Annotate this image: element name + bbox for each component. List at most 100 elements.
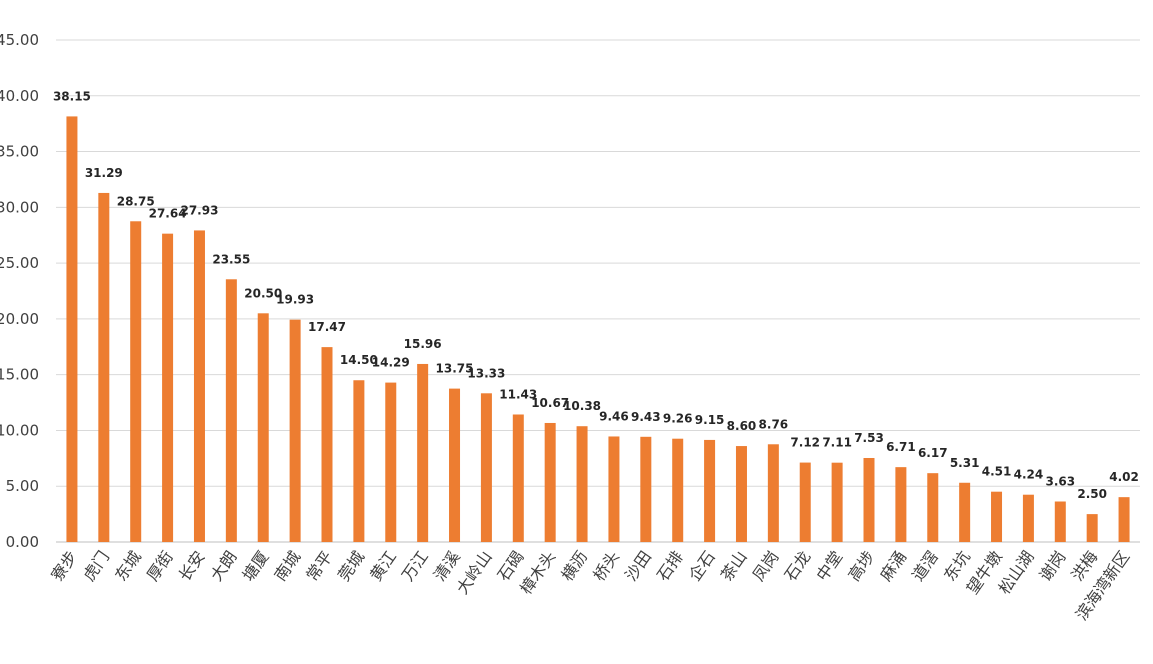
x-tick-label: 虎门 — [79, 547, 113, 584]
x-tick-label: 茶山 — [717, 547, 751, 584]
data-label: 20.50 — [244, 286, 282, 300]
x-tick-label: 大朗 — [207, 547, 241, 584]
bar — [927, 473, 939, 542]
x-tick-label: 中堂 — [812, 547, 846, 584]
data-label: 9.26 — [663, 412, 693, 426]
data-label: 10.67 — [531, 396, 569, 410]
data-label: 14.50 — [340, 353, 378, 367]
data-label: 9.46 — [599, 409, 629, 423]
bars — [66, 116, 1130, 542]
bar — [480, 393, 492, 542]
data-label: 28.75 — [117, 194, 155, 208]
y-tick-label: 45.00 — [0, 31, 39, 49]
x-tick-label: 寮步 — [47, 547, 81, 584]
y-tick-label: 20.00 — [0, 310, 39, 328]
x-tick-label: 高埗 — [844, 547, 878, 584]
data-label: 6.17 — [918, 446, 948, 460]
y-tick-label: 5.00 — [6, 477, 39, 495]
bar — [385, 382, 397, 542]
bar — [991, 491, 1003, 542]
bar — [66, 116, 78, 542]
data-label: 27.64 — [149, 207, 187, 221]
bar — [225, 279, 237, 542]
data-label: 5.31 — [950, 456, 980, 470]
data-label: 23.55 — [212, 252, 250, 266]
data-label: 13.33 — [467, 366, 505, 380]
x-tick-label: 松山湖 — [995, 547, 1038, 597]
bar — [608, 436, 620, 542]
bar — [895, 467, 907, 542]
bar — [289, 319, 301, 542]
bar — [704, 439, 716, 542]
bar — [417, 363, 429, 542]
bar — [162, 233, 174, 542]
x-tick-label: 莞城 — [334, 547, 368, 584]
bar — [1118, 497, 1130, 542]
bar — [863, 457, 875, 542]
x-tick-label: 麻涌 — [876, 547, 910, 584]
y-axis-ticks: 0.00 5.00 10.00 15.00 20.00 25.00 30.00 35.00 40… — [0, 31, 39, 551]
bar — [512, 414, 524, 542]
y-tick-label: 25.00 — [0, 254, 39, 272]
x-tick-label: 厚街 — [143, 547, 177, 584]
x-tick-label: 樟木头 — [516, 547, 559, 597]
x-tick-label: 南城 — [270, 547, 304, 584]
x-tick-label: 桥头 — [589, 547, 623, 584]
x-tick-label: 黄江 — [366, 547, 400, 584]
data-label: 3.63 — [1045, 475, 1075, 489]
x-tick-label: 石排 — [653, 547, 687, 584]
data-label: 17.47 — [308, 320, 346, 334]
data-label: 9.15 — [695, 413, 725, 427]
data-label: 15.96 — [404, 337, 442, 351]
bar — [831, 462, 843, 542]
x-tick-label: 常平 — [302, 547, 336, 584]
data-label: 6.71 — [886, 440, 916, 454]
data-label: 14.29 — [372, 356, 410, 370]
x-tick-label: 东城 — [111, 547, 145, 584]
x-tick-label: 沙田 — [621, 547, 655, 584]
x-tick-label: 大岭山 — [453, 547, 496, 597]
x-tick-label: 谢岗 — [1036, 547, 1070, 584]
bar — [193, 230, 205, 542]
data-label: 13.75 — [436, 362, 474, 376]
bar — [1054, 501, 1066, 542]
y-tick-label: 30.00 — [0, 198, 39, 216]
x-tick-label: 凤岗 — [749, 547, 783, 584]
bar — [799, 462, 811, 542]
bar — [544, 422, 556, 542]
data-label: 4.24 — [1014, 468, 1044, 482]
bar — [640, 436, 652, 542]
data-label: 9.43 — [631, 410, 661, 424]
data-label: 4.51 — [982, 465, 1012, 479]
data-label: 4.02 — [1109, 470, 1139, 484]
bar — [98, 192, 110, 542]
y-tick-label: 15.00 — [0, 366, 39, 384]
bar — [576, 426, 588, 542]
bar — [353, 380, 365, 542]
bar — [1086, 514, 1098, 542]
data-label: 2.50 — [1077, 487, 1107, 501]
x-axis-ticks: 寮步虎门东城厚街长安大朗塘厦南城常平莞城黄江万江清溪大岭山石碣樟木头横沥桥头沙田… — [47, 547, 1133, 623]
bar — [449, 388, 461, 542]
bar — [257, 313, 269, 542]
data-label: 11.43 — [499, 387, 537, 401]
data-label: 7.53 — [854, 431, 884, 445]
bar — [130, 221, 142, 542]
x-tick-label: 万江 — [398, 547, 432, 584]
x-tick-label: 企石 — [685, 547, 719, 584]
data-label: 10.38 — [563, 399, 601, 413]
data-label: 8.60 — [727, 419, 757, 433]
y-tick-label: 10.00 — [0, 421, 39, 439]
x-tick-label: 道滘 — [908, 547, 942, 584]
x-tick-label: 横沥 — [557, 547, 591, 584]
bar — [672, 438, 684, 542]
y-tick-label: 0.00 — [6, 533, 39, 551]
data-label: 7.12 — [790, 436, 820, 450]
x-tick-label: 石龙 — [781, 547, 815, 584]
y-tick-label: 35.00 — [0, 143, 39, 161]
data-label: 8.76 — [759, 417, 789, 431]
y-tick-label: 40.00 — [0, 87, 39, 105]
